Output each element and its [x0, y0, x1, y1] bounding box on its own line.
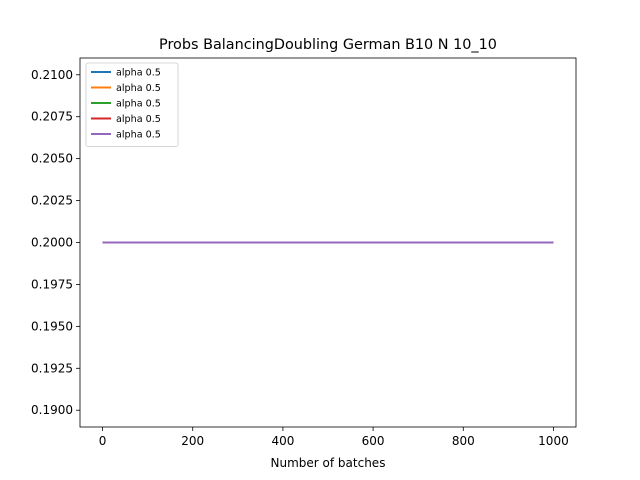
y-tick-label: 0.2025	[31, 194, 73, 208]
y-axis: 0.1900 0.1925 0.1950 0.1975 0.2000 0.2025 0.20…	[31, 68, 80, 417]
y-tick-label: 0.2075	[31, 110, 73, 124]
legend-label-3: alpha 0.5	[116, 99, 161, 110]
x-tick-label: 400	[271, 434, 294, 448]
legend-label-4: alpha 0.5	[116, 114, 161, 125]
x-axis: 0 200 400 600 800 1000	[99, 427, 569, 448]
y-tick-label: 0.2100	[31, 68, 73, 82]
y-tick-label: 0.1975	[31, 277, 73, 291]
legend: alpha 0.5 alpha 0.5 alpha 0.5 alpha 0.5 alph…	[85, 62, 179, 147]
y-tick-label: 0.2000	[31, 236, 73, 250]
y-tick-label: 0.2050	[31, 152, 73, 166]
x-tick-label: 200	[181, 434, 204, 448]
y-tick-label: 0.1925	[31, 361, 73, 375]
x-axis-label: Number of batches	[271, 456, 386, 470]
y-tick-label: 0.1900	[31, 403, 73, 417]
legend-box	[85, 62, 179, 147]
legend-label-1: alpha 0.5	[116, 68, 161, 79]
x-tick-label: 0	[99, 434, 107, 448]
x-tick-label: 800	[452, 434, 475, 448]
chart-title: Probs BalancingDoubling German B10 N 10_…	[159, 37, 497, 53]
legend-label-2: alpha 0.5	[116, 83, 161, 94]
legend-label-5: alpha 0.5	[116, 130, 161, 141]
x-tick-label: 600	[362, 434, 385, 448]
x-tick-label: 1000	[538, 434, 569, 448]
y-tick-label: 0.1950	[31, 319, 73, 333]
